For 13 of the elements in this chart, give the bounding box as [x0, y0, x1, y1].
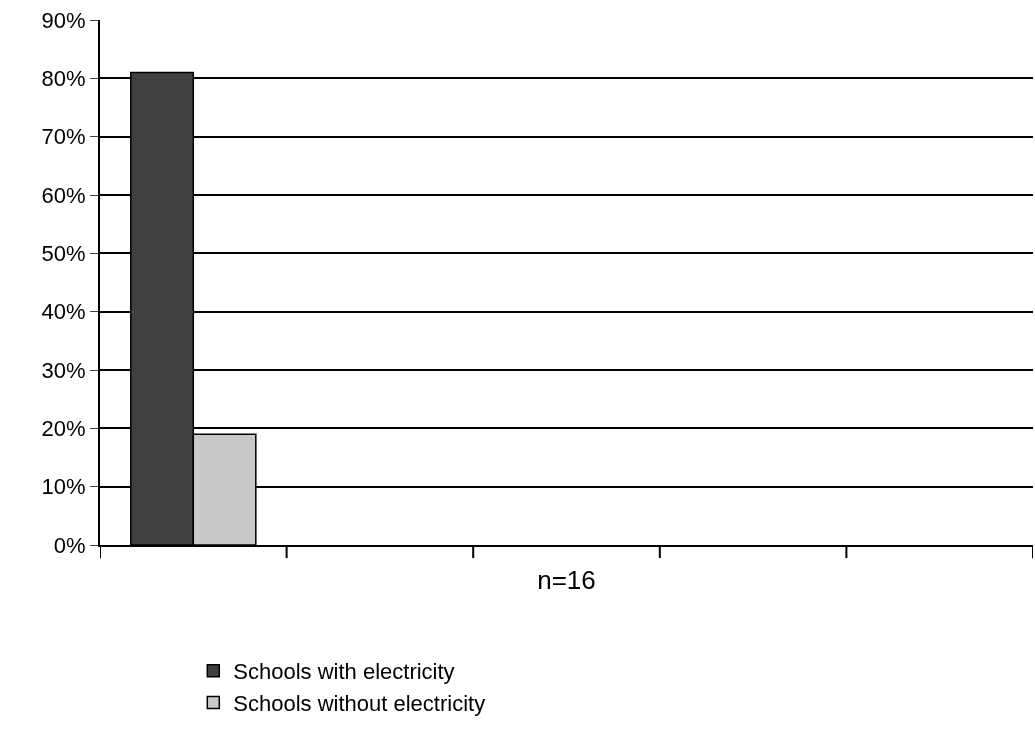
y-tick-label: 40%	[41, 299, 86, 325]
y-tick-label: 60%	[41, 182, 86, 208]
y-tick-label: 80%	[41, 66, 86, 92]
y-tick-label: 90%	[41, 7, 86, 33]
y-tick-label: 10%	[41, 474, 86, 500]
legend-label: Schools with electricity	[233, 659, 455, 685]
y-tick-label: 70%	[41, 124, 86, 150]
y-tick-label: 30%	[41, 357, 86, 383]
y-tick-label: 0%	[53, 532, 86, 558]
y-tick-label: 20%	[41, 416, 86, 442]
y-tick-label: 50%	[41, 241, 86, 267]
x-axis-title: n=16	[537, 564, 596, 595]
legend-label: Schools without electricity	[233, 690, 486, 716]
